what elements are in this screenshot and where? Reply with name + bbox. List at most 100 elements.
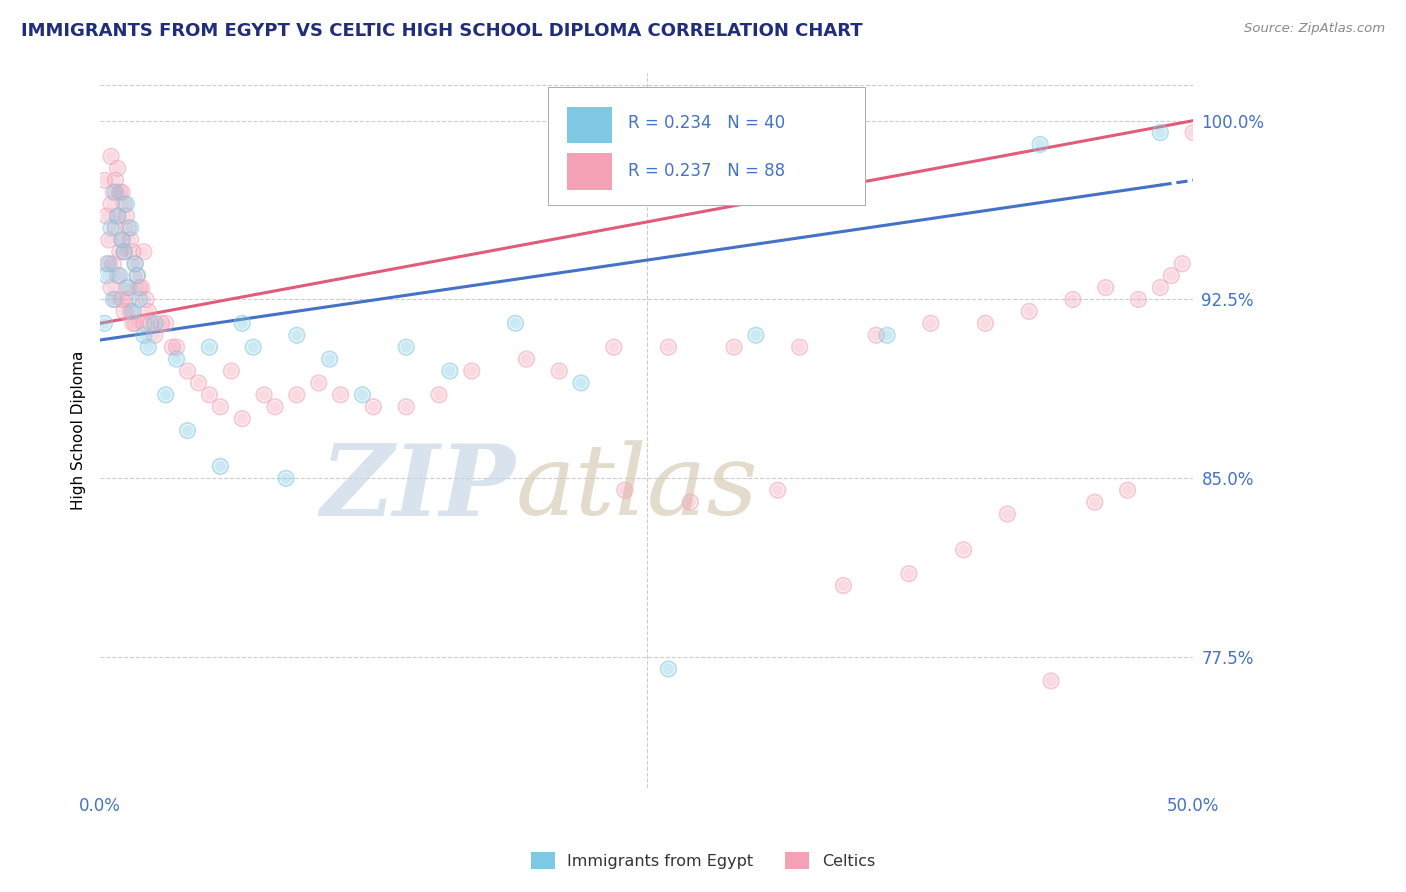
Point	[132, 316, 155, 330]
Point	[135, 293, 157, 307]
Point	[1171, 257, 1194, 271]
Point	[143, 316, 166, 330]
Point	[122, 244, 145, 259]
Point	[120, 221, 142, 235]
Point	[274, 471, 297, 485]
Point	[569, 376, 592, 390]
FancyBboxPatch shape	[567, 153, 612, 190]
Point	[112, 197, 135, 211]
Point	[107, 161, 129, 176]
Point	[876, 328, 898, 343]
Point	[97, 233, 120, 247]
Point	[131, 280, 153, 294]
Point	[613, 483, 636, 498]
Point	[107, 268, 129, 283]
Point	[100, 280, 122, 294]
Point	[679, 495, 702, 509]
Point	[108, 244, 131, 259]
Point	[115, 209, 138, 223]
Point	[155, 388, 177, 402]
Point	[96, 268, 118, 283]
Point	[112, 244, 135, 259]
Point	[395, 400, 418, 414]
Point	[128, 293, 150, 307]
Point	[876, 328, 898, 343]
Point	[127, 268, 149, 283]
Point	[139, 316, 162, 330]
Point	[120, 304, 142, 318]
Point	[103, 185, 125, 199]
Point	[832, 578, 855, 592]
Point	[166, 352, 188, 367]
Point	[285, 328, 308, 343]
Point	[1149, 280, 1171, 294]
Point	[96, 257, 118, 271]
Point	[96, 268, 118, 283]
Point	[128, 280, 150, 294]
Point	[143, 316, 166, 330]
Point	[104, 173, 127, 187]
Point	[122, 244, 145, 259]
Point	[1084, 495, 1107, 509]
Point	[865, 328, 887, 343]
Point	[111, 233, 134, 247]
Point	[131, 280, 153, 294]
Point	[111, 233, 134, 247]
Point	[657, 340, 679, 354]
Point	[1182, 126, 1205, 140]
Point	[974, 316, 997, 330]
Point	[143, 328, 166, 343]
Point	[104, 185, 127, 199]
Point	[657, 662, 679, 676]
Point	[1160, 268, 1182, 283]
Point	[93, 316, 115, 330]
Point	[107, 209, 129, 223]
Point	[115, 280, 138, 294]
Point	[187, 376, 209, 390]
Point	[1062, 293, 1084, 307]
Point	[176, 364, 198, 378]
Point	[1171, 257, 1194, 271]
Point	[111, 185, 134, 199]
Point	[1062, 293, 1084, 307]
Point	[104, 173, 127, 187]
Point	[995, 507, 1018, 521]
Point	[162, 340, 184, 354]
Point	[318, 352, 340, 367]
Point	[242, 340, 264, 354]
Point	[439, 364, 461, 378]
Point	[242, 340, 264, 354]
Point	[96, 257, 118, 271]
Point	[952, 542, 974, 557]
Point	[136, 340, 159, 354]
FancyBboxPatch shape	[548, 87, 865, 205]
Point	[112, 304, 135, 318]
Point	[548, 364, 571, 378]
Point	[285, 328, 308, 343]
Point	[231, 316, 253, 330]
Point	[115, 197, 138, 211]
Point	[128, 280, 150, 294]
Point	[1128, 293, 1150, 307]
Point	[766, 483, 789, 498]
Point	[104, 293, 127, 307]
Point	[352, 388, 374, 402]
Point	[515, 352, 537, 367]
Point	[117, 293, 139, 307]
Point	[112, 244, 135, 259]
Point	[439, 364, 461, 378]
Point	[117, 293, 139, 307]
Point	[115, 280, 138, 294]
Point	[209, 459, 232, 474]
Point	[150, 316, 173, 330]
Point	[122, 304, 145, 318]
Point	[93, 316, 115, 330]
Point	[122, 316, 145, 330]
Point	[132, 328, 155, 343]
Point	[920, 316, 942, 330]
Point	[122, 304, 145, 318]
Point	[1094, 280, 1116, 294]
Point	[198, 340, 221, 354]
Point	[103, 293, 125, 307]
Point	[264, 400, 287, 414]
